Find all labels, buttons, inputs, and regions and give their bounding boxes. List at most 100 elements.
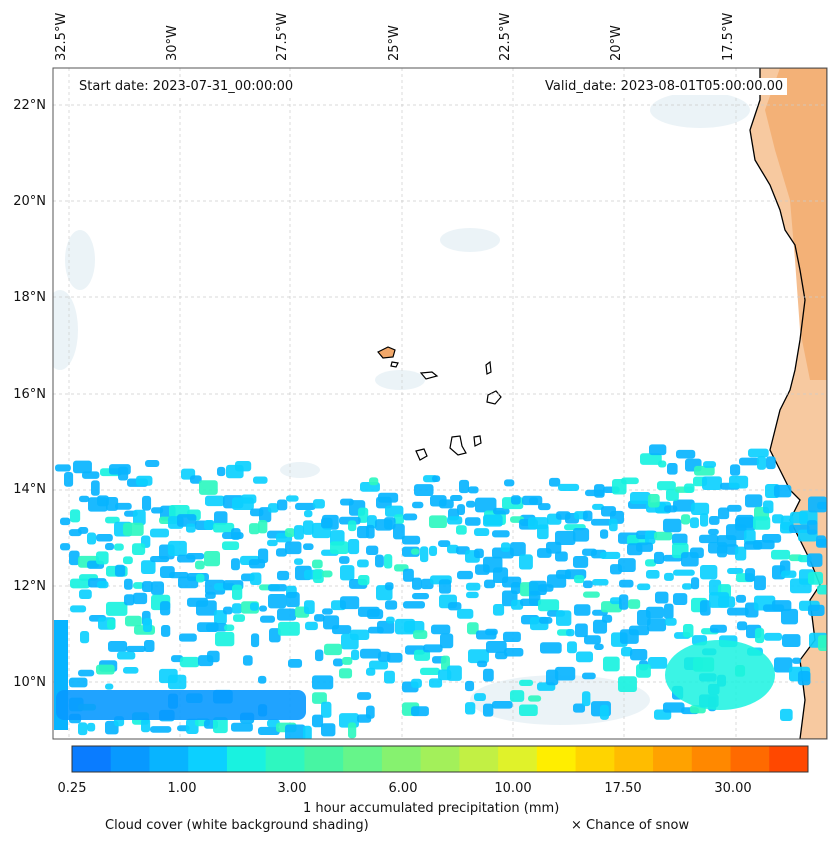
precip-cell (285, 541, 302, 555)
island (485, 360, 492, 375)
island (419, 371, 439, 380)
precip-cell (342, 656, 353, 665)
precip-cell (411, 706, 429, 717)
precip-cell (79, 495, 90, 503)
precip-cell (87, 532, 97, 545)
map-border (52, 67, 828, 740)
precip-cell (303, 543, 314, 550)
precip-cell (628, 599, 641, 609)
cloud-shade (65, 230, 95, 290)
precip-cell (402, 535, 421, 545)
precip-cell (657, 481, 676, 491)
precip-cell (168, 540, 187, 557)
precip-cell (123, 556, 133, 565)
precip-cell (774, 484, 792, 498)
lon-label-25w: 25°W (387, 25, 402, 61)
precip-cell (350, 629, 370, 640)
precip-cell (519, 554, 533, 570)
precip-cell (510, 690, 525, 702)
precip-cell (429, 678, 443, 688)
lat-label-18n: 18°N (13, 290, 46, 305)
precip-cell (818, 635, 827, 651)
precip-cell (78, 526, 89, 534)
precip-cell (304, 600, 315, 615)
precip-cell (312, 675, 334, 690)
precip-cell (710, 624, 727, 633)
precip-cell (268, 584, 287, 592)
precip-cell (619, 594, 629, 610)
precip-cell (231, 722, 253, 732)
precip-cell (330, 541, 349, 555)
precip-cell (91, 480, 100, 496)
precip-cell (64, 471, 74, 487)
precip-cell (321, 723, 336, 737)
precip-cell (97, 581, 109, 589)
precip-cell (456, 525, 467, 535)
precip-cell (357, 692, 372, 700)
precip-cell (636, 664, 651, 678)
precip-cell (357, 714, 372, 723)
precip-cell (555, 666, 576, 681)
precip-cell (457, 608, 474, 619)
cloud-shade (280, 462, 320, 478)
precip-cell (700, 565, 718, 580)
precip-cell (277, 499, 288, 511)
precip-cell (348, 722, 357, 739)
precip-cell (412, 593, 430, 600)
precip-cell (143, 617, 153, 633)
precip-cell (575, 623, 588, 638)
precip-cell (233, 614, 246, 622)
precip-cell (214, 511, 228, 525)
precip-cell (123, 666, 139, 674)
precip-cell (447, 544, 459, 554)
precip-cell (807, 553, 823, 567)
precip-cell (339, 668, 353, 679)
precip-cell (772, 514, 784, 524)
precip-cell (522, 495, 543, 506)
precip-cell (288, 658, 303, 668)
precip-cell (96, 551, 109, 565)
lon-label-17-5w: 17.5°W (721, 12, 736, 61)
precip-cell (645, 559, 657, 567)
precip-cell (180, 656, 200, 668)
precip-cell (629, 625, 650, 636)
precip-cell (133, 592, 148, 605)
precip-cell (699, 534, 719, 544)
precip-cell (483, 668, 494, 682)
precip-cell (431, 624, 451, 635)
precip-cell (70, 509, 81, 523)
precip-cell (70, 578, 91, 589)
precip-cell (196, 573, 205, 583)
precip-cell (126, 645, 146, 653)
precip-cell (555, 551, 568, 562)
precip-cell (269, 628, 281, 643)
precip-cell (70, 605, 87, 613)
precip-cell (594, 643, 604, 650)
precip-cell (69, 677, 88, 688)
island (415, 448, 428, 461)
precip-cell (646, 606, 665, 619)
precip-cell (676, 449, 696, 459)
precip-cell (414, 484, 434, 496)
lat-label-22n: 22°N (13, 98, 46, 113)
precip-cell (745, 568, 756, 582)
precip-cell (772, 600, 792, 612)
precip-cell (105, 543, 115, 551)
precip-cell (117, 651, 136, 660)
precip-cell (468, 486, 479, 494)
precip-cell (448, 602, 462, 611)
precip-cell (573, 555, 589, 568)
precip-cell (73, 460, 92, 474)
precip-cell (808, 571, 823, 585)
precip-cell (808, 604, 825, 616)
precip-cell (304, 510, 313, 518)
precip-cell (385, 505, 404, 517)
precip-cell (529, 590, 541, 606)
precip-cell (574, 604, 591, 616)
precip-cell (566, 629, 575, 637)
precip-cell (727, 568, 744, 575)
colorbar-tick: 3.00 (277, 781, 307, 796)
precip-cell (503, 631, 521, 642)
precip-cell (673, 593, 688, 605)
precip-cell (573, 703, 586, 713)
